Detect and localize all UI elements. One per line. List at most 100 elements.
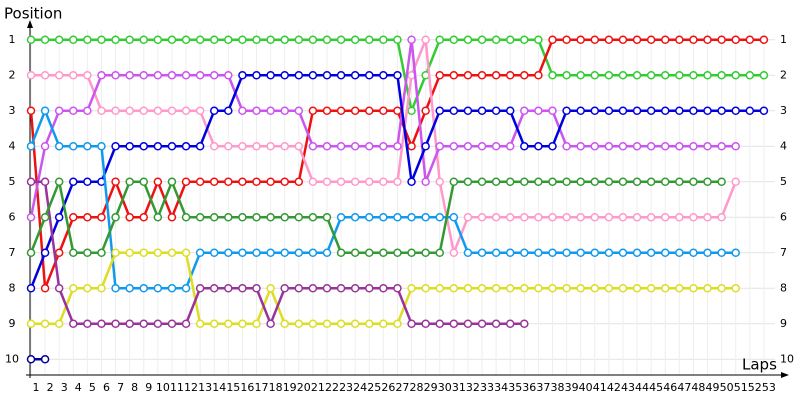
x-tick-label: 38 xyxy=(550,381,564,394)
x-tick-label: 21 xyxy=(311,381,325,394)
point xyxy=(322,213,332,222)
point xyxy=(294,71,304,80)
point xyxy=(69,177,78,186)
point xyxy=(322,35,332,44)
point xyxy=(83,248,92,257)
point xyxy=(435,106,444,115)
point xyxy=(209,213,219,222)
point xyxy=(125,142,134,151)
point xyxy=(491,177,501,186)
point xyxy=(280,35,289,44)
point xyxy=(534,284,543,293)
point xyxy=(365,213,374,222)
point xyxy=(759,71,769,80)
point xyxy=(209,248,219,257)
y-tick-label-right: 1 xyxy=(780,33,787,46)
point xyxy=(40,248,50,257)
point xyxy=(477,142,487,151)
point xyxy=(379,177,388,186)
point xyxy=(590,35,600,44)
point xyxy=(266,142,275,151)
point xyxy=(576,248,585,257)
point xyxy=(646,71,656,80)
point xyxy=(266,71,275,80)
point xyxy=(477,35,487,44)
point xyxy=(365,35,374,44)
point xyxy=(181,106,191,115)
point xyxy=(195,142,205,151)
point xyxy=(407,248,416,257)
point xyxy=(54,35,64,44)
point xyxy=(618,213,628,222)
point xyxy=(266,319,275,328)
point xyxy=(181,177,191,186)
point xyxy=(224,142,233,151)
point xyxy=(97,71,106,80)
point xyxy=(393,213,402,222)
point xyxy=(449,142,459,151)
point xyxy=(675,248,684,257)
x-tick-label: 39 xyxy=(565,381,579,394)
point xyxy=(505,35,515,44)
point xyxy=(675,106,684,115)
x-tick-label: 47 xyxy=(677,381,691,394)
point xyxy=(435,142,444,151)
x-tick-label: 12 xyxy=(184,381,198,394)
point xyxy=(111,106,120,115)
x-tick-label: 26 xyxy=(381,381,395,394)
x-tick-label: 5 xyxy=(89,381,96,394)
x-tick-label: 22 xyxy=(325,381,339,394)
x-tick-label: 10 xyxy=(156,381,170,394)
point xyxy=(675,35,684,44)
x-tick-label: 31 xyxy=(452,381,466,394)
point xyxy=(407,106,416,115)
x-tick-label: 32 xyxy=(466,381,480,394)
point xyxy=(379,319,388,328)
point xyxy=(703,106,712,115)
point xyxy=(675,284,684,293)
x-tick-label: 53 xyxy=(762,381,776,394)
point xyxy=(280,71,289,80)
point xyxy=(153,284,163,293)
x-tick-label: 16 xyxy=(240,381,254,394)
point xyxy=(435,213,444,222)
point xyxy=(280,284,289,293)
point xyxy=(505,71,515,80)
point xyxy=(689,213,698,222)
point xyxy=(209,35,219,44)
point xyxy=(407,213,416,222)
point xyxy=(505,177,515,186)
point xyxy=(421,142,430,151)
point xyxy=(435,319,444,328)
point xyxy=(294,284,304,293)
point xyxy=(125,71,134,80)
point xyxy=(294,142,304,151)
point xyxy=(252,142,261,151)
point xyxy=(336,248,346,257)
point xyxy=(40,284,50,293)
point xyxy=(548,106,557,115)
point xyxy=(689,248,698,257)
x-tick-label: 27 xyxy=(395,381,409,394)
point xyxy=(703,213,712,222)
point xyxy=(209,177,219,186)
point xyxy=(365,106,374,115)
point xyxy=(54,106,64,115)
point xyxy=(139,213,149,222)
point xyxy=(54,248,64,257)
point xyxy=(97,142,106,151)
point xyxy=(252,35,261,44)
point xyxy=(421,35,430,44)
point xyxy=(322,319,332,328)
point xyxy=(26,106,36,115)
point xyxy=(181,142,191,151)
point xyxy=(111,319,120,328)
point xyxy=(717,35,726,44)
point xyxy=(40,71,50,80)
point xyxy=(336,319,346,328)
point xyxy=(83,284,92,293)
x-tick-label: 17 xyxy=(255,381,269,394)
point xyxy=(40,319,50,328)
y-tick-label-right: 10 xyxy=(780,352,794,365)
point xyxy=(477,177,487,186)
